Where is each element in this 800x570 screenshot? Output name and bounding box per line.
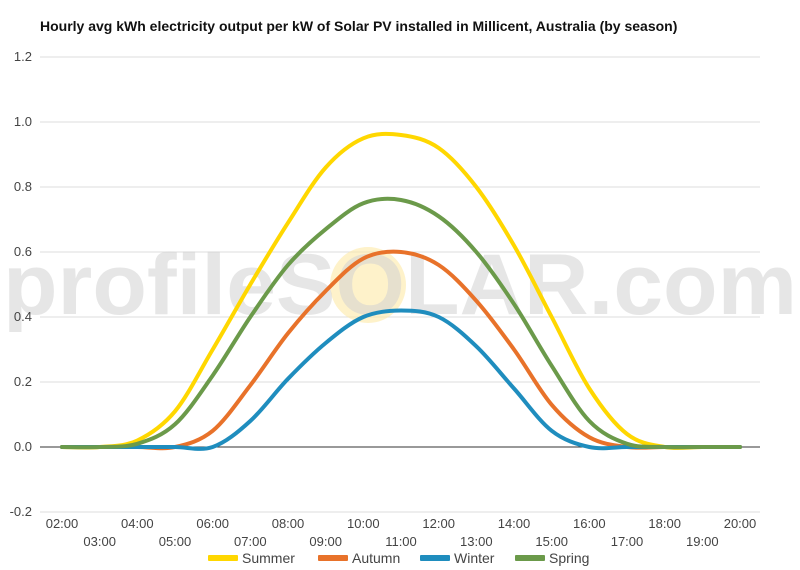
legend-swatch-autumn: [318, 555, 348, 561]
x-tick-label: 06:00: [196, 516, 229, 531]
x-axis-ticks: 02:00 03:00 04:00 05:00 06:00 07:00 08:00 09:00…: [46, 516, 757, 549]
x-tick-label: 18:00: [648, 516, 681, 531]
x-tick-label: 17:00: [611, 534, 644, 549]
y-axis-ticks: -0.2 0.0 0.2 0.4 0.6 0.8 1.0 1.2: [10, 49, 32, 519]
x-tick-label: 14:00: [498, 516, 531, 531]
x-tick-label: 05:00: [159, 534, 192, 549]
x-tick-label: 07:00: [234, 534, 267, 549]
chart-title: Hourly avg kWh electricity output per kW…: [40, 18, 678, 34]
x-tick-label: 11:00: [385, 534, 417, 549]
x-tick-label: 13:00: [460, 534, 493, 549]
x-tick-label: 10:00: [347, 516, 380, 531]
legend-label-summer: Summer: [242, 550, 295, 566]
y-tick-label: 0.4: [14, 309, 32, 324]
legend-swatch-winter: [420, 555, 450, 561]
watermark-sun-icon: [330, 247, 406, 323]
legend-swatch-spring: [515, 555, 545, 561]
x-tick-label: 19:00: [686, 534, 719, 549]
legend: Summer Autumn Winter Spring: [208, 550, 589, 566]
x-tick-label: 20:00: [724, 516, 757, 531]
y-tick-label: 0.2: [14, 374, 32, 389]
legend-swatch-summer: [208, 555, 238, 561]
series-line-winter: [60, 308, 742, 451]
legend-label-winter: Winter: [454, 550, 495, 566]
legend-label-spring: Spring: [549, 550, 589, 566]
y-tick-label: 1.0: [14, 114, 32, 129]
y-tick-label: 0.8: [14, 179, 32, 194]
x-tick-label: 12:00: [422, 516, 455, 531]
x-tick-label: 08:00: [272, 516, 305, 531]
x-tick-label: 16:00: [573, 516, 606, 531]
series-lines: [60, 131, 742, 451]
x-tick-label: 02:00: [46, 516, 79, 531]
legend-label-autumn: Autumn: [352, 550, 400, 566]
y-tick-label: -0.2: [10, 504, 32, 519]
x-tick-label: 15:00: [535, 534, 568, 549]
x-tick-label: 03:00: [83, 534, 116, 549]
series-line-spring: [60, 196, 742, 450]
y-tick-label: 1.2: [14, 49, 32, 64]
series-line-summer: [60, 131, 742, 450]
x-tick-label: 09:00: [309, 534, 342, 549]
y-tick-label: 0.6: [14, 244, 32, 259]
x-tick-label: 04:00: [121, 516, 154, 531]
y-tick-label: 0.0: [14, 439, 32, 454]
